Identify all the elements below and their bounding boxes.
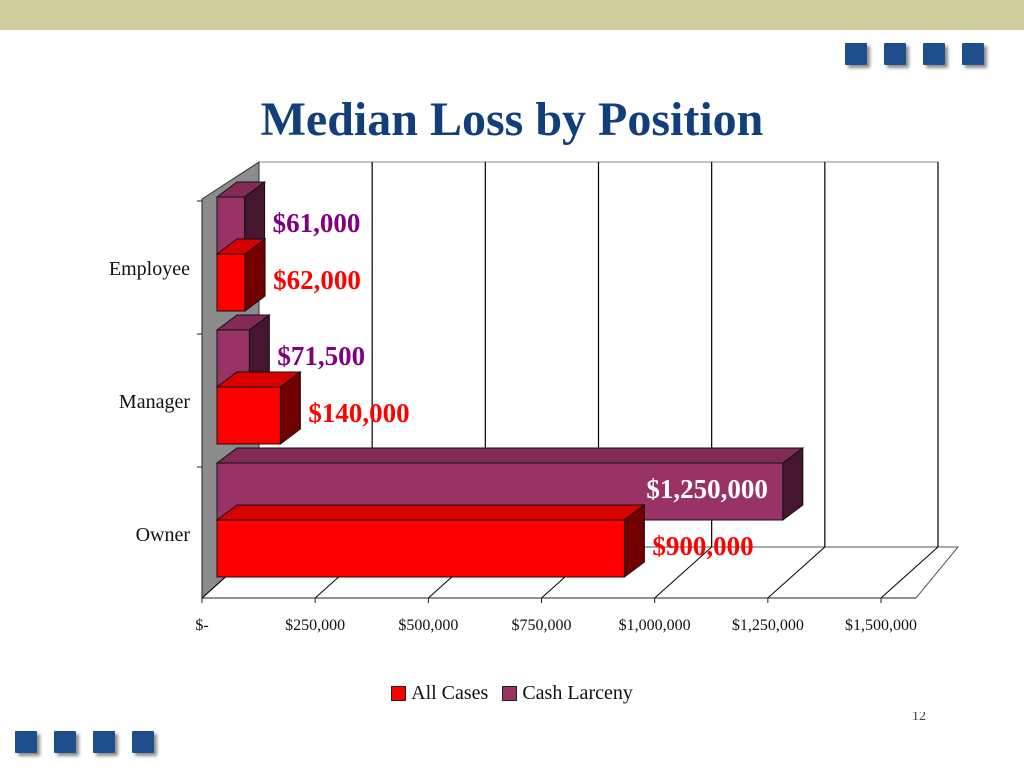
chart-legend: All Cases Cash Larceny: [0, 682, 1024, 705]
top-band: [0, 0, 1024, 30]
x-tick-label: $250,000: [285, 617, 345, 634]
data-label: $140,000: [308, 398, 409, 428]
x-tick-label: $500,000: [398, 617, 458, 634]
square-icon: [923, 43, 945, 65]
data-label: $1,250,000: [646, 474, 768, 504]
legend-item-cash-larceny: Cash Larceny: [502, 682, 633, 705]
x-tick-label: $-: [195, 617, 208, 634]
legend-swatch-all-cases: [391, 686, 407, 701]
slide-title: Median Loss by Position: [260, 93, 764, 146]
square-icon: [93, 731, 115, 753]
category-label: Owner: [136, 524, 191, 546]
category-label: Employee: [109, 258, 190, 280]
bar-top: [215, 447, 805, 464]
legend-swatch-cash-larceny: [502, 686, 518, 701]
x-tick-label: $1,000,000: [619, 617, 691, 634]
bar-all-cases: [216, 386, 281, 445]
x-tick-label: $1,250,000: [732, 617, 804, 634]
x-tick-label: $750,000: [512, 617, 572, 634]
bar-top: [215, 504, 646, 521]
data-label: $61,000: [273, 208, 361, 238]
square-icon: [884, 43, 906, 65]
square-icon: [962, 43, 984, 65]
square-icon: [845, 43, 867, 65]
data-label: $71,500: [277, 341, 365, 371]
category-label: Manager: [119, 391, 190, 413]
decorative-squares-bottom: [15, 731, 154, 753]
data-label: $900,000: [652, 531, 753, 561]
decorative-squares-top: [845, 43, 984, 65]
legend-label-all-cases: All Cases: [411, 682, 489, 704]
bar-all-cases: [216, 519, 625, 578]
floor-gridline: [880, 546, 939, 599]
square-icon: [15, 731, 37, 753]
floor-gridline: [654, 546, 713, 599]
legend-item-all-cases: All Cases: [391, 682, 488, 705]
legend-label-cash-larceny: Cash Larceny: [522, 682, 633, 704]
square-icon: [132, 731, 154, 753]
data-label: $62,000: [273, 265, 361, 295]
floor-gridline: [767, 546, 826, 599]
square-icon: [54, 731, 76, 753]
bar-all-cases: [216, 253, 246, 312]
x-tick-label: $1,500,000: [845, 617, 917, 634]
page-number: 12: [912, 712, 926, 722]
